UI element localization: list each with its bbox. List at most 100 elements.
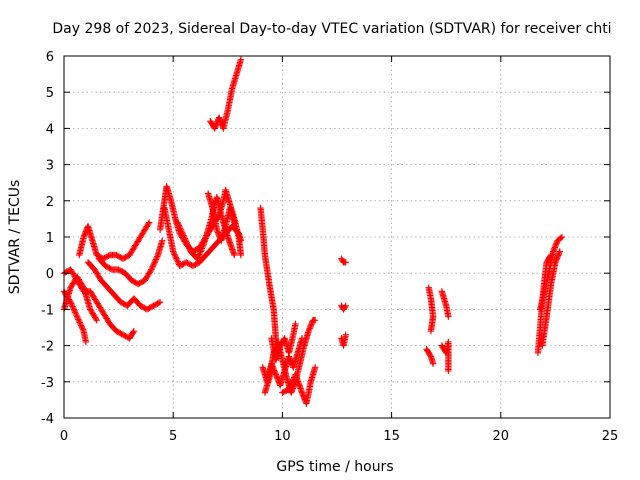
data-point [78,323,85,330]
y-tick-label: -4 [41,412,54,427]
data-point [154,253,161,260]
data-point [176,223,183,231]
y-tick-label: 2 [46,195,54,210]
data-point [181,235,188,242]
data-point [180,232,187,239]
data-point [70,306,78,313]
data-point [237,251,245,259]
data-point [156,298,164,306]
data-point [182,238,190,245]
data-point [287,382,294,390]
y-tick-label: 5 [46,86,54,101]
data-point [196,249,204,257]
data-point [71,307,78,315]
data-point [171,252,179,260]
data-point [73,311,80,319]
data-point [176,225,184,232]
data-point [184,242,192,249]
data-point [71,309,79,316]
data-point [68,301,76,309]
data-point [185,243,192,251]
data-point [292,320,299,328]
data-point [194,254,202,261]
data-point [79,325,86,332]
data-point [173,256,181,264]
data-point [151,259,158,266]
data-point [77,322,85,329]
data-point [557,234,565,242]
data-point [171,251,178,258]
data-point [311,317,319,324]
data-point [72,310,79,317]
chart-title: Day 298 of 2023, Sidereal Day-to-day VTE… [52,21,611,37]
data-point [155,299,162,307]
y-tick-label: 6 [46,50,54,65]
y-tick-label: 3 [46,159,54,174]
data-point [180,233,188,241]
data-point [558,233,566,241]
data-point [231,251,238,259]
data-point [79,326,87,333]
data-point [148,266,155,273]
data-point [195,252,202,260]
data-point [286,384,293,391]
data-point [184,241,191,248]
data-point [75,317,83,325]
y-tick-label: 4 [46,122,54,137]
data-point [195,251,203,258]
data-point [178,229,186,236]
data-point [194,255,201,262]
data-point [288,380,295,387]
data-point [147,267,154,275]
data-point [177,226,185,233]
data-point [285,385,293,393]
data-point [287,381,295,388]
x-tick-label: 15 [383,429,400,444]
data-point [289,378,296,385]
y-tick-label: -3 [41,376,54,391]
x-axis-label: GPS time / hours [276,459,393,475]
axis-ticks: 0 5 10 15 20 25 -4 -3 -2 -1 0 1 2 3 4 5 6 [41,50,618,444]
data-point [159,237,166,244]
data-point [237,237,245,244]
y-tick-label: 1 [46,231,54,246]
data-point [76,319,83,326]
x-tick-label: 20 [493,429,510,444]
data-point [178,228,185,235]
data-point [145,219,153,226]
data-point [427,327,435,335]
data-point [150,262,157,269]
data-point [197,246,205,254]
grid [64,56,610,418]
data-point [311,364,319,371]
data-point [199,242,207,249]
data-point [93,317,100,324]
data-point [172,254,180,261]
x-tick-label: 0 [60,429,68,444]
data-point [342,331,349,338]
data-point [175,222,183,229]
data-point [342,302,349,309]
data-point [69,304,77,312]
data-point [129,329,137,336]
data-point [153,254,160,262]
data-point [341,303,349,311]
data-point [82,338,90,346]
data-point [92,315,100,323]
data-point [186,245,193,252]
data-point [73,313,81,320]
data-point [150,260,158,267]
y-tick-label: -1 [41,303,54,318]
data-point [148,264,156,272]
x-tick-label: 5 [169,429,177,444]
data-point [199,243,206,251]
data-point [179,230,187,238]
data-point [175,220,182,228]
data-point [74,314,81,322]
data-point [198,245,206,252]
data-point [75,316,82,323]
data-point [445,367,452,375]
data-point [173,255,180,262]
data-point [152,256,160,263]
